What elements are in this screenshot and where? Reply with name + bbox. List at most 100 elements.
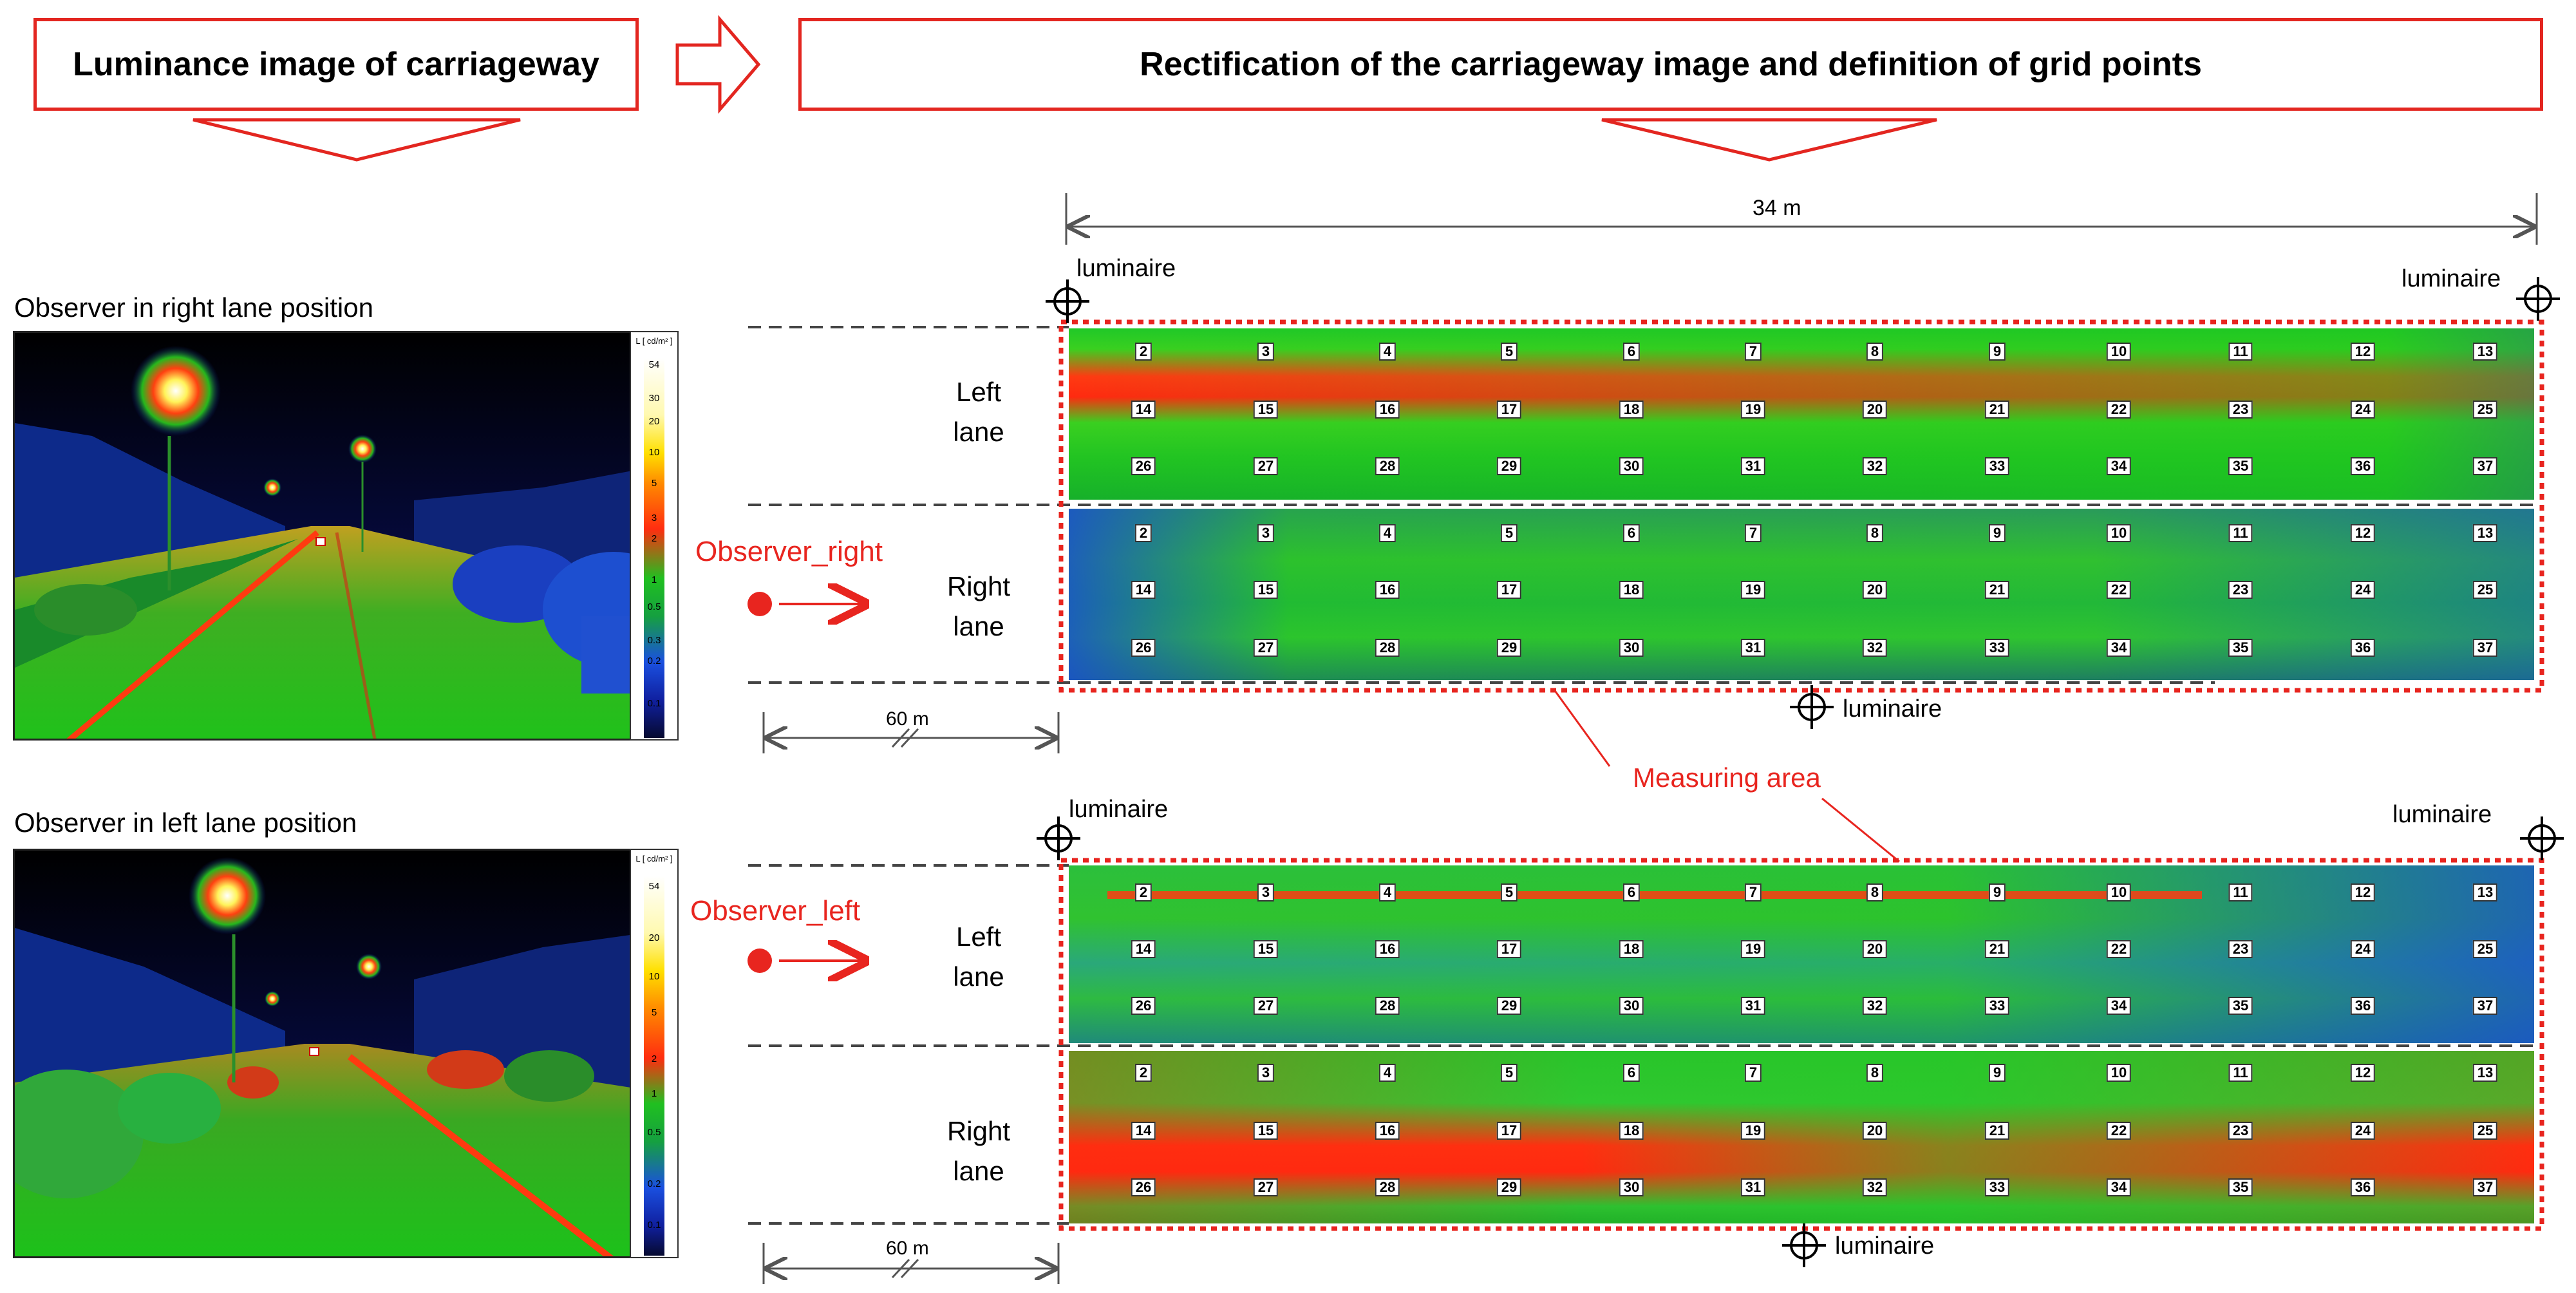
legend-unit: L [ cd/m² ] [635, 336, 673, 346]
observer-right-caption: Observer in right lane position [14, 292, 373, 323]
legend-tick: 20 [648, 416, 660, 427]
luminaire-icon [1044, 278, 1091, 325]
grid-point-label: 2 [1134, 883, 1152, 901]
legend-tick: 0.2 [647, 656, 661, 666]
grid-point-label: 24 [2350, 940, 2376, 958]
legend-tick: 0.1 [647, 698, 661, 709]
grid-point-label: 13 [2472, 524, 2498, 542]
grid-point-label: 27 [1253, 457, 1279, 475]
grid-point-label: 33 [1984, 997, 2010, 1015]
legend-tick: 0.5 [647, 1127, 661, 1138]
measuring-area-leader-upper [1554, 691, 1611, 767]
grid-point-label: 15 [1253, 1122, 1279, 1140]
rectified-right-lane-observer-right [1069, 509, 2534, 680]
grid-point-label: 6 [1622, 1064, 1641, 1082]
grid-point-label: 5 [1500, 883, 1518, 901]
grid-point-label: 22 [2106, 940, 2132, 958]
grid-point-label: 17 [1496, 940, 1522, 958]
luminaire-label: luminaire [1843, 695, 1942, 722]
grid-point-label: 29 [1496, 639, 1522, 657]
observer-right-tag: Observer_right [695, 536, 883, 567]
grid-point-label: 14 [1131, 581, 1156, 599]
grid-point-label: 16 [1375, 1122, 1400, 1140]
grid-point-label: 20 [1862, 401, 1888, 419]
grid-point-label: 12 [2350, 883, 2376, 901]
grid-point-label: 2 [1134, 343, 1152, 361]
legend-tick: 0.3 [647, 635, 661, 646]
measuring-area-leader-lower [1821, 797, 1900, 863]
grid-point-label: 34 [2106, 639, 2132, 657]
luminance-image-observer-left [13, 849, 679, 1258]
grid-point-label: 30 [1619, 1178, 1644, 1196]
grid-point-label: 29 [1496, 457, 1522, 475]
legend-tick: 10 [648, 447, 660, 458]
grid-point-label: 31 [1740, 1178, 1766, 1196]
grid-point-label: 19 [1740, 940, 1766, 958]
grid-point-label: 24 [2350, 401, 2376, 419]
grid-point-label: 22 [2106, 1122, 2132, 1140]
grid-point-label: 31 [1740, 457, 1766, 475]
grid-point-label: 12 [2350, 1064, 2376, 1082]
grid-point-label: 4 [1378, 343, 1396, 361]
grid-point-label: 7 [1744, 1064, 1762, 1082]
luminaire-label: luminaire [2402, 265, 2501, 292]
luminance-legend-observer-right: L [ cd/m² ] 54 30 20 10 5 3 2 1 0.5 0.3 … [630, 331, 679, 741]
grid-point-label: 15 [1253, 940, 1279, 958]
grid-point-label: 12 [2350, 343, 2376, 361]
grid-point-label: 33 [1984, 639, 2010, 657]
grid-point-label: 10 [2106, 1064, 2132, 1082]
grid-point-label: 14 [1131, 401, 1156, 419]
legend-tick: 30 [648, 393, 660, 404]
grid-point-label: 36 [2350, 639, 2376, 657]
measuring-area-lower [1058, 858, 2544, 1231]
luminance-legend-observer-left: L [ cd/m² ] 54 20 10 5 2 1 0.5 0.2 0.1 [630, 849, 679, 1258]
observer-left-caption: Observer in left lane position [14, 807, 357, 838]
legend-tick: 5 [651, 1007, 657, 1018]
grid-point-label: 19 [1740, 1122, 1766, 1140]
span-label: 34 m [1753, 196, 1801, 220]
lane-boundaries-lower [748, 864, 2537, 1225]
grid-point-label: 35 [2228, 639, 2253, 657]
grid-point-label: 16 [1375, 940, 1400, 958]
rectified-left-lane-observer-left [1069, 865, 2534, 1043]
grid-point-label: 16 [1375, 581, 1400, 599]
grid-point-label: 25 [2472, 581, 2498, 599]
grid-point-label: 6 [1622, 883, 1641, 901]
grid-point-label: 6 [1622, 524, 1641, 542]
grid-point-label: 11 [2228, 524, 2253, 542]
grid-point-label: 2 [1134, 1064, 1152, 1082]
legend-tick: 2 [651, 533, 657, 544]
grid-point-label: 30 [1619, 639, 1644, 657]
grid-point-label: 30 [1619, 997, 1644, 1015]
grid-point-label: 8 [1866, 343, 1884, 361]
grid-point-label: 26 [1131, 1178, 1156, 1196]
luminaire-icon [2519, 815, 2565, 862]
grid-point-label: 28 [1375, 1178, 1400, 1196]
grid-point-label: 5 [1500, 524, 1518, 542]
grid-point-label: 19 [1740, 581, 1766, 599]
grid-point-label: 3 [1257, 883, 1275, 901]
grid-point-label: 22 [2106, 401, 2132, 419]
grid-point-label: 16 [1375, 401, 1400, 419]
grid-point-label: 3 [1257, 343, 1275, 361]
grid-point-label: 35 [2228, 1178, 2253, 1196]
grid-point-label: 26 [1131, 997, 1156, 1015]
grid-point-label: 6 [1622, 343, 1641, 361]
down-arrow-left-icon [193, 118, 521, 162]
grid-point-label: 3 [1257, 1064, 1275, 1082]
grid-point-label: 21 [1984, 581, 2010, 599]
legend-tick: 20 [648, 932, 660, 943]
grid-point-label: 8 [1866, 883, 1884, 901]
grid-point-label: 22 [2106, 581, 2132, 599]
grid-point-label: 23 [2228, 940, 2253, 958]
legend-unit: L [ cd/m² ] [635, 854, 673, 864]
rectified-right-lane-observer-left [1069, 1051, 2534, 1223]
grid-point-label: 34 [2106, 457, 2132, 475]
grid-point-label: 23 [2228, 401, 2253, 419]
grid-point-label: 19 [1740, 401, 1766, 419]
grid-point-label: 31 [1740, 997, 1766, 1015]
grid-point-label: 9 [1988, 343, 2006, 361]
grid-point-label: 36 [2350, 457, 2376, 475]
legend-tick: 0.1 [647, 1220, 661, 1231]
